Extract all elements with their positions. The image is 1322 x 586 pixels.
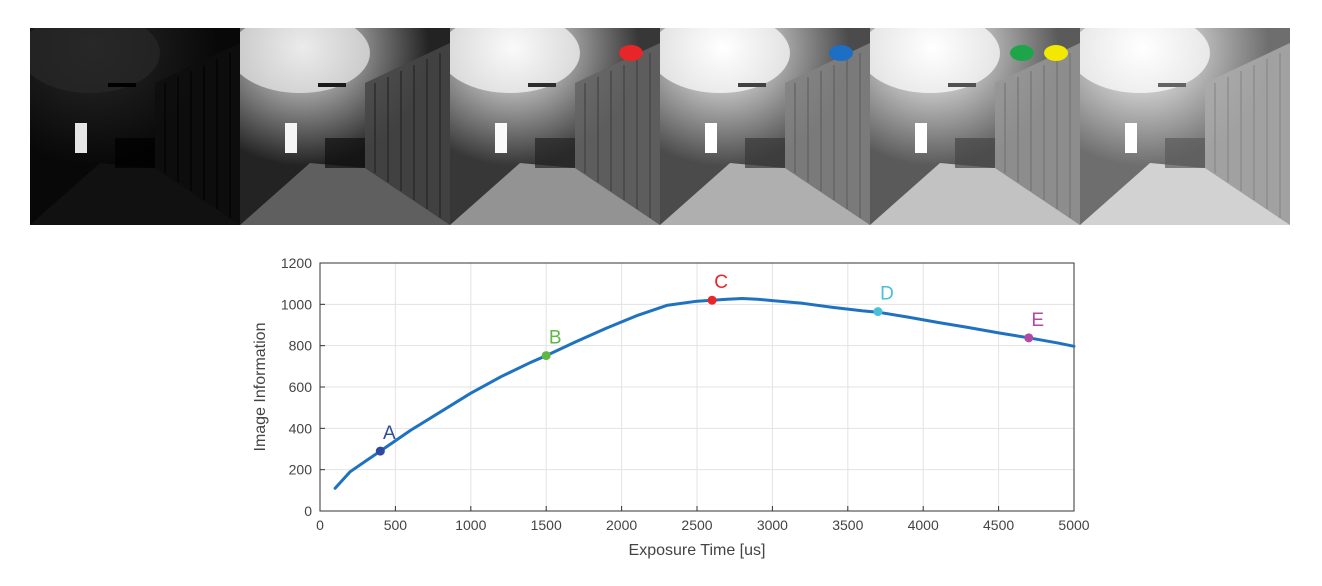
y-tick-label: 200 — [289, 462, 313, 478]
exposure-frame — [1080, 28, 1290, 225]
x-tick-label: 5000 — [1058, 517, 1089, 533]
x-tick-label: 2000 — [606, 517, 637, 533]
frame-image — [870, 28, 1080, 225]
y-tick-label: 600 — [289, 379, 313, 395]
frame-image — [30, 28, 240, 225]
annotation-label: B — [549, 328, 562, 349]
exposure-image-strip — [30, 28, 1290, 225]
exposure-frame — [30, 28, 240, 225]
x-tick-label: 3500 — [832, 517, 863, 533]
y-tick-label: 1200 — [281, 255, 312, 271]
y-tick-label: 0 — [304, 503, 312, 519]
x-tick-label: 0 — [316, 517, 324, 533]
annotation-point — [873, 307, 883, 317]
x-axis-label: Exposure Time [us] — [629, 542, 766, 559]
x-tick-label: 1000 — [455, 517, 486, 533]
y-axis-label: Image Information — [252, 323, 269, 452]
x-tick-label: 3000 — [757, 517, 788, 533]
series-line — [333, 297, 1076, 490]
color-marker — [1044, 45, 1068, 61]
frame-image — [660, 28, 870, 225]
x-tick-label: 4000 — [908, 517, 939, 533]
annotation-point — [1024, 333, 1034, 343]
annotation-point — [541, 351, 551, 361]
x-tick-label: 500 — [384, 517, 408, 533]
exposure-frame — [660, 28, 870, 225]
exposure-frame — [450, 28, 660, 225]
annotation-point — [707, 295, 717, 305]
frame-image — [450, 28, 660, 225]
x-tick-label: 2500 — [681, 517, 712, 533]
x-tick-label: 1500 — [531, 517, 562, 533]
y-tick-label: 1000 — [281, 296, 312, 312]
annotation-label: A — [383, 423, 396, 444]
y-tick-label: 800 — [289, 338, 313, 354]
frame-image — [1080, 28, 1290, 225]
annotation-label: C — [714, 272, 728, 293]
annotation-point — [375, 446, 385, 456]
annotation-label: D — [880, 284, 894, 305]
exposure-frame — [870, 28, 1080, 225]
color-marker — [1010, 45, 1034, 61]
annotation-label: E — [1031, 310, 1044, 331]
frame-image — [240, 28, 450, 225]
x-tick-label: 4500 — [983, 517, 1014, 533]
exposure-frame — [240, 28, 450, 225]
color-marker — [829, 45, 853, 61]
color-marker — [619, 45, 643, 61]
y-tick-label: 400 — [289, 420, 313, 436]
